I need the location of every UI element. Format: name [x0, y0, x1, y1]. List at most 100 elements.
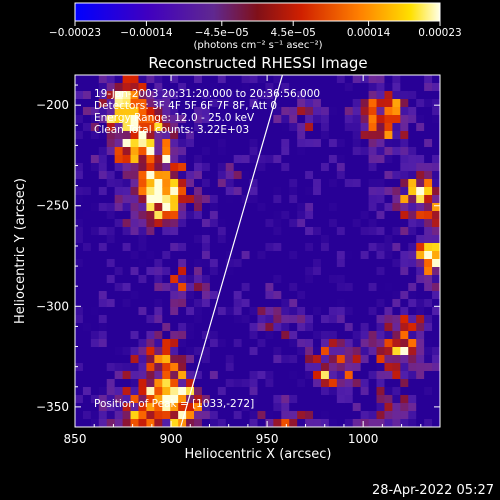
- heatmap-cell: [320, 291, 330, 300]
- heatmap-cell: [384, 371, 393, 380]
- heatmap-cell: [233, 155, 243, 164]
- heatmap-cell: [130, 235, 140, 244]
- heatmap-cell: [178, 123, 187, 132]
- heatmap-cell: [257, 187, 267, 196]
- heatmap-cell: [106, 395, 116, 404]
- heatmap-cell: [328, 363, 338, 372]
- heatmap-cell: [305, 403, 314, 412]
- heatmap-cell: [201, 339, 211, 348]
- heatmap-cell: [170, 283, 179, 292]
- heatmap-cell: [201, 355, 211, 364]
- heatmap-cell: [170, 315, 179, 324]
- heatmap-cell: [424, 339, 433, 348]
- heatmap-cell: [273, 115, 282, 124]
- heatmap-cell: [376, 339, 386, 348]
- heatmap-cell: [305, 235, 314, 244]
- plot-frame: [74, 74, 441, 428]
- heatmap-cell: [146, 339, 155, 348]
- heatmap-cell: [75, 347, 84, 356]
- heatmap-cell: [416, 347, 425, 356]
- heatmap-cell: [75, 91, 84, 100]
- heatmap-cell: [225, 347, 235, 356]
- heatmap-cell: [186, 395, 195, 404]
- heatmap-cell: [360, 123, 370, 132]
- heatmap-cell: [400, 403, 409, 412]
- heatmap-cell: [432, 179, 440, 188]
- heatmap-cell: [273, 187, 282, 196]
- heatmap-cell: [114, 275, 124, 284]
- heatmap-cell: [162, 291, 171, 300]
- heatmap-cell: [432, 259, 440, 268]
- heatmap-cell: [186, 403, 195, 412]
- heatmap-cell: [297, 395, 306, 404]
- heatmap-cell: [170, 83, 179, 92]
- heatmap-cell: [154, 195, 163, 204]
- heatmap-cell: [392, 411, 401, 420]
- heatmap-cell: [138, 187, 148, 196]
- heatmap-cell: [90, 411, 100, 420]
- heatmap-cell: [320, 403, 330, 412]
- heatmap-cell: [297, 163, 306, 172]
- heatmap-cell: [297, 291, 306, 300]
- heatmap-cell: [194, 115, 203, 124]
- heatmap-cell: [209, 403, 219, 412]
- heatmap-cell: [352, 131, 362, 140]
- heatmap-cell: [384, 227, 393, 236]
- heatmap-cell: [186, 235, 195, 244]
- heatmap-cell: [249, 211, 259, 220]
- heatmap-cell: [225, 299, 235, 308]
- heatmap-cell: [336, 83, 346, 92]
- heatmap-cell: [392, 323, 401, 332]
- heatmap-cell: [384, 403, 393, 412]
- heatmap-cell: [122, 131, 132, 140]
- heatmap-cell: [122, 235, 132, 244]
- heatmap-cell: [106, 203, 116, 212]
- heatmap-cell: [154, 331, 163, 340]
- heatmap-cell: [400, 171, 409, 180]
- heatmap-cell: [217, 259, 227, 268]
- colorbar-tick-label: −0.00023: [49, 27, 101, 39]
- heatmap-cell: [281, 235, 290, 244]
- heatmap-cell: [154, 115, 163, 124]
- heatmap-cell: [201, 291, 211, 300]
- heatmap-cell: [90, 323, 100, 332]
- heatmap-cell: [368, 347, 378, 356]
- heatmap-cell: [146, 291, 155, 300]
- heatmap-cell: [416, 75, 425, 84]
- heatmap-cell: [186, 323, 195, 332]
- heatmap-cell: [368, 299, 378, 308]
- heatmap-cell: [376, 419, 386, 427]
- heatmap-cell: [392, 179, 401, 188]
- heatmap-cell: [273, 139, 282, 148]
- heatmap-cell: [305, 179, 314, 188]
- heatmap-cell: [106, 115, 116, 124]
- heatmap-cell: [106, 307, 116, 316]
- heatmap-cell: [281, 219, 290, 228]
- heatmap-cell: [98, 347, 108, 356]
- heatmap-cell: [75, 195, 84, 204]
- heatmap-cell: [408, 379, 417, 388]
- heatmap-cell: [408, 195, 417, 204]
- heatmap-cell: [289, 211, 298, 220]
- heatmap-cell: [352, 203, 362, 212]
- heatmap-cell: [194, 395, 203, 404]
- heatmap-cell: [194, 171, 203, 180]
- heatmap-cell: [249, 115, 259, 124]
- heatmap-cell: [106, 283, 116, 292]
- heatmap-cell: [400, 219, 409, 228]
- heatmap-cell: [320, 379, 330, 388]
- heatmap-cell: [392, 259, 401, 268]
- heatmap-cell: [122, 315, 132, 324]
- heatmap-cell: [186, 203, 195, 212]
- heatmap-cell: [154, 291, 163, 300]
- heatmap-cell: [320, 235, 330, 244]
- heatmap-cell: [392, 291, 401, 300]
- heatmap-cell: [320, 99, 330, 108]
- heatmap-cell: [336, 331, 346, 340]
- heatmap-cell: [257, 363, 267, 372]
- heatmap-cell: [249, 395, 259, 404]
- heatmap-cell: [82, 235, 92, 244]
- heatmap-cell: [416, 243, 425, 252]
- heatmap-cell: [376, 131, 386, 140]
- heatmap-cell: [376, 387, 386, 396]
